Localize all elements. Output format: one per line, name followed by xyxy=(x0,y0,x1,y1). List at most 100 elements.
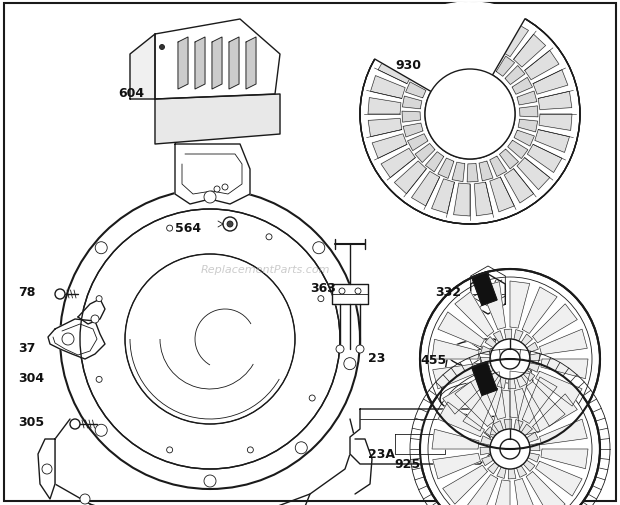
Circle shape xyxy=(214,187,220,192)
Polygon shape xyxy=(455,382,494,427)
Polygon shape xyxy=(514,131,534,147)
Polygon shape xyxy=(533,394,577,433)
Circle shape xyxy=(420,270,600,449)
Circle shape xyxy=(420,359,600,505)
Circle shape xyxy=(490,339,530,379)
Polygon shape xyxy=(470,13,487,46)
Polygon shape xyxy=(474,183,493,216)
Circle shape xyxy=(96,296,102,302)
Polygon shape xyxy=(455,292,494,337)
Polygon shape xyxy=(463,475,498,505)
Circle shape xyxy=(500,349,520,369)
Polygon shape xyxy=(378,57,413,84)
Polygon shape xyxy=(438,159,454,179)
Polygon shape xyxy=(372,134,407,159)
Polygon shape xyxy=(405,83,426,98)
Polygon shape xyxy=(443,375,487,414)
Polygon shape xyxy=(480,282,506,330)
Polygon shape xyxy=(371,76,405,99)
Polygon shape xyxy=(467,164,478,183)
Text: 930: 930 xyxy=(395,59,421,71)
Polygon shape xyxy=(447,13,466,46)
Polygon shape xyxy=(433,53,450,73)
Polygon shape xyxy=(529,443,540,451)
Polygon shape xyxy=(212,38,222,90)
Polygon shape xyxy=(510,281,529,328)
Text: 78: 78 xyxy=(18,286,35,299)
Text: 332: 332 xyxy=(435,285,461,298)
Polygon shape xyxy=(516,376,526,387)
Polygon shape xyxy=(472,362,497,395)
Polygon shape xyxy=(490,480,510,505)
Polygon shape xyxy=(155,95,280,145)
Polygon shape xyxy=(494,331,503,343)
Polygon shape xyxy=(523,370,535,382)
Polygon shape xyxy=(504,169,534,204)
Circle shape xyxy=(295,442,308,454)
Polygon shape xyxy=(485,427,497,438)
Polygon shape xyxy=(518,120,538,133)
Circle shape xyxy=(60,189,360,489)
Circle shape xyxy=(336,345,344,353)
Text: 23: 23 xyxy=(368,351,386,364)
Polygon shape xyxy=(541,449,588,469)
Polygon shape xyxy=(526,343,538,353)
Polygon shape xyxy=(433,364,481,389)
Polygon shape xyxy=(422,60,440,80)
Circle shape xyxy=(223,218,237,231)
Polygon shape xyxy=(522,287,557,334)
Polygon shape xyxy=(515,479,540,505)
Circle shape xyxy=(425,70,515,160)
Polygon shape xyxy=(526,382,565,426)
Polygon shape xyxy=(536,462,582,496)
Polygon shape xyxy=(480,346,492,356)
Polygon shape xyxy=(521,424,533,436)
Polygon shape xyxy=(395,434,445,454)
Polygon shape xyxy=(533,304,577,343)
Circle shape xyxy=(344,358,356,370)
Polygon shape xyxy=(514,420,523,431)
Polygon shape xyxy=(195,38,205,90)
Polygon shape xyxy=(402,112,420,123)
Polygon shape xyxy=(155,20,280,100)
Polygon shape xyxy=(402,97,422,110)
Polygon shape xyxy=(78,299,105,324)
Polygon shape xyxy=(479,162,493,181)
Polygon shape xyxy=(350,409,490,464)
Circle shape xyxy=(204,191,216,204)
Polygon shape xyxy=(508,469,516,479)
Polygon shape xyxy=(390,39,423,71)
Polygon shape xyxy=(497,467,506,478)
Polygon shape xyxy=(432,429,479,449)
Circle shape xyxy=(62,333,74,345)
Circle shape xyxy=(227,222,233,228)
Polygon shape xyxy=(505,67,525,85)
Polygon shape xyxy=(529,354,540,361)
Circle shape xyxy=(80,494,90,504)
Circle shape xyxy=(428,277,592,441)
Polygon shape xyxy=(487,463,499,474)
Polygon shape xyxy=(508,379,516,389)
Circle shape xyxy=(95,242,107,254)
Circle shape xyxy=(500,439,520,459)
Polygon shape xyxy=(480,447,490,455)
Polygon shape xyxy=(525,52,559,81)
Polygon shape xyxy=(528,453,539,462)
Polygon shape xyxy=(490,157,507,177)
Polygon shape xyxy=(515,389,540,436)
Polygon shape xyxy=(246,38,256,90)
Circle shape xyxy=(425,70,515,160)
Polygon shape xyxy=(463,385,498,431)
Polygon shape xyxy=(48,319,105,359)
Polygon shape xyxy=(541,359,588,379)
Polygon shape xyxy=(480,358,490,365)
Polygon shape xyxy=(528,145,562,173)
Polygon shape xyxy=(521,334,533,346)
Polygon shape xyxy=(412,172,440,207)
Polygon shape xyxy=(508,141,528,159)
Circle shape xyxy=(96,377,102,383)
Polygon shape xyxy=(536,372,582,407)
Text: 564: 564 xyxy=(175,221,201,234)
Polygon shape xyxy=(432,179,454,214)
Polygon shape xyxy=(482,456,494,466)
